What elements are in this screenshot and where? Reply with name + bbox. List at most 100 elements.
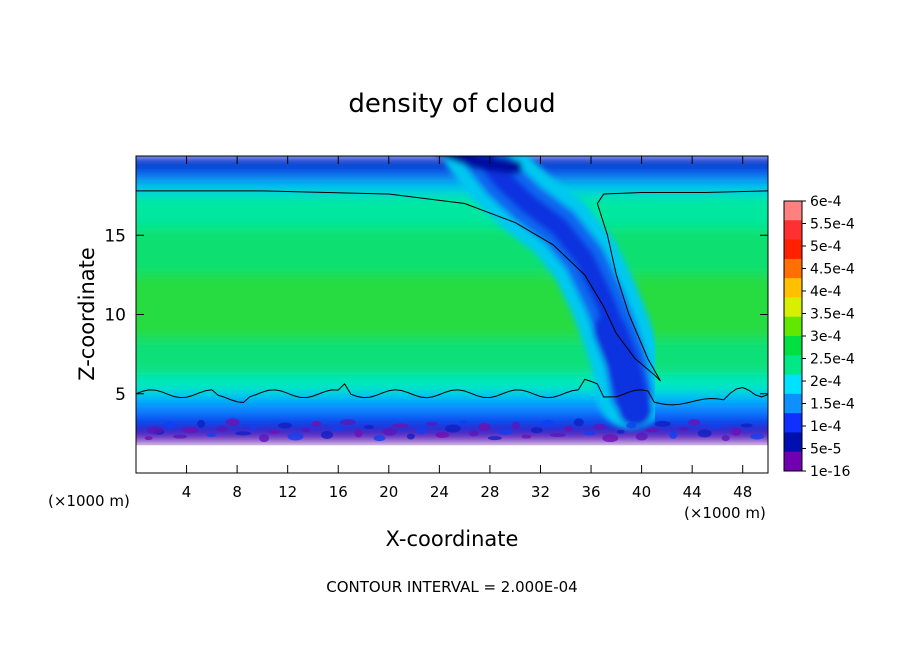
field-band (136, 181, 768, 196)
turbulence-blob (540, 419, 555, 428)
turbulence-blob (320, 430, 333, 439)
turbulence-blob (311, 420, 322, 427)
turbulence-blob (697, 429, 712, 438)
turbulence-blob (235, 431, 252, 436)
x-tick-label: 48 (733, 483, 752, 501)
field-band (136, 227, 768, 276)
turbulence-blob (750, 433, 765, 440)
base-turbulence (144, 418, 765, 443)
turbulence-blob (435, 431, 450, 438)
contour-line-lower (136, 378, 768, 406)
colorbar: 6e-4 5.5e-4 5e-4 4.5e-4 4e-4 3.5e-4 3e-4 2.5e-4… (783, 194, 855, 480)
plume-stroke (440, 156, 523, 175)
colorbar-swatch (784, 393, 802, 414)
turbulence-blob (146, 426, 163, 435)
x-unit-left: (×1000 m) (48, 492, 130, 510)
turbulence-blob (249, 424, 258, 431)
turbulence-blob (669, 430, 678, 439)
turbulence-blob (182, 427, 199, 434)
x-axis-label: X-coordinate (386, 527, 519, 551)
turbulence-blob (497, 428, 514, 435)
colorbar-swatch (784, 413, 802, 433)
turbulence-blob (707, 425, 724, 430)
field-band (136, 194, 768, 229)
colorbar-label: 1.5e-4 (810, 397, 855, 413)
colorbar-label: 6e-4 (810, 194, 842, 210)
turbulence-blob (144, 436, 153, 441)
x-tick-label: 4 (182, 483, 192, 501)
field-band (136, 274, 768, 340)
contour-interval-note: CONTOUR INTERVAL = 2.000E-04 (326, 578, 577, 596)
x-tick-label: 36 (581, 483, 600, 501)
turbulence-blob (478, 423, 491, 432)
y-tick-label: 10 (104, 306, 126, 326)
x-tick-label: 32 (531, 483, 550, 501)
turbulence-blob (573, 418, 584, 427)
plume-stroke (593, 313, 653, 427)
turbulence-blob (268, 429, 281, 434)
y-axis: 5 10 15 (104, 226, 768, 405)
colorbar-label: 2e-4 (810, 374, 842, 390)
field-band (136, 338, 768, 376)
contour-line-upper (136, 190, 768, 382)
turbulence-blob (339, 419, 356, 426)
field-band (136, 434, 768, 443)
field-bands (136, 156, 768, 443)
turbulence-blob (731, 427, 742, 436)
turbulence-blob (392, 423, 409, 428)
turbulence-blob (521, 434, 532, 439)
turbulence-blob (688, 419, 701, 426)
colorbar-label: 4.5e-4 (810, 262, 855, 278)
x-tick-label: 24 (430, 483, 449, 501)
colorbar-label: 1e-16 (810, 464, 850, 480)
colorbar-label: 5.5e-4 (810, 217, 855, 233)
turbulence-blob (206, 432, 217, 437)
colorbar-swatch (784, 316, 802, 337)
colorbar-swatch (784, 297, 802, 318)
turbulence-blob (635, 432, 648, 441)
colorbar-swatch (784, 258, 802, 279)
plot-area (136, 156, 768, 473)
turbulence-blob (382, 427, 397, 436)
turbulence-blob (721, 435, 730, 442)
turbulence-blob (259, 434, 270, 443)
y-axis-label: Z-coordinate (75, 247, 99, 381)
x-tick-label: 8 (232, 483, 242, 501)
colorbar-label: 4e-4 (810, 284, 842, 300)
colorbar-swatch (784, 374, 802, 395)
x-unit-right: (×1000 m) (684, 504, 766, 522)
plume (440, 156, 667, 429)
colorbar-label: 1e-4 (810, 419, 842, 435)
y-tick-label: 15 (104, 226, 126, 246)
turbulence-blob (549, 432, 566, 437)
turbulence-blob (444, 424, 461, 433)
colorbar-label: 3.5e-4 (810, 307, 855, 323)
x-tick-label: 28 (480, 483, 499, 501)
colorbar-swatch (784, 451, 802, 472)
turbulence-blob (363, 425, 374, 430)
x-tick-label: 16 (329, 483, 348, 501)
turbulence-blob (173, 434, 188, 439)
turbulence-blob (583, 431, 596, 436)
colorbar-swatch (784, 432, 802, 453)
x-tick-label: 12 (278, 483, 297, 501)
turbulence-blob (530, 427, 543, 434)
turbulence-blob (487, 436, 502, 441)
turbulence-blob (216, 425, 229, 432)
colorbar-swatch (784, 355, 802, 376)
chart-title: density of cloud (348, 89, 555, 119)
turbulence-blob (406, 433, 415, 440)
x-axis: 4 8 12 16 20 24 28 32 36 40 44 48 (182, 156, 752, 501)
turbulence-blob (373, 435, 386, 442)
turbulence-blob (287, 432, 304, 441)
turbulence-blob (302, 428, 311, 433)
colorbar-swatch (784, 201, 802, 221)
colorbar-label: 5e-4 (810, 239, 842, 255)
colorbar-swatch (784, 239, 802, 260)
turbulence-blob (592, 424, 607, 431)
turbulence-blob (564, 425, 573, 432)
turbulence-blob (511, 421, 520, 430)
y-tick-label: 5 (115, 385, 126, 405)
turbulence-blob (740, 423, 753, 428)
